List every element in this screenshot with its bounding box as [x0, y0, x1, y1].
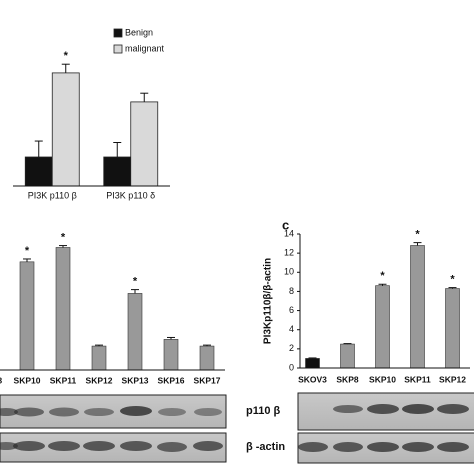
annotation: *	[25, 245, 30, 257]
blot-label: β -actin	[246, 441, 285, 453]
bar	[51, 72, 80, 187]
x-tick-label: SKP10	[14, 375, 41, 385]
y-tick-label: 8	[289, 286, 294, 296]
bar	[340, 343, 355, 369]
bar	[91, 345, 107, 371]
blot-bands	[0, 406, 223, 452]
blot-label: p110 β	[246, 405, 281, 417]
x-tick-label: SKP8	[0, 375, 2, 385]
x-tick-label: SKP12	[86, 375, 113, 385]
y-tick-label: 6	[289, 305, 294, 315]
x-tick-label: SKP11	[404, 374, 431, 384]
x-tick-label: SKP12	[439, 374, 466, 384]
bar	[305, 358, 320, 369]
legend-swatch	[113, 28, 123, 38]
y-tick-label: 0	[289, 362, 294, 372]
right-blots: p110 β β -actin	[246, 392, 474, 464]
x-tick-label: SKOV3	[298, 374, 327, 384]
blot-bands	[298, 404, 469, 452]
x-tick-label: SKP8	[336, 374, 358, 384]
y-tick-label: 2	[289, 343, 294, 353]
y-tick-label: 10	[284, 267, 294, 277]
bar	[103, 156, 132, 187]
annotation: *	[61, 231, 66, 243]
bar	[410, 245, 425, 369]
bar	[24, 156, 53, 187]
y-tick-label: 14	[284, 228, 294, 238]
bar	[163, 339, 179, 371]
bar	[199, 345, 215, 371]
legend-label: malignant	[125, 43, 165, 53]
left-blots	[0, 394, 227, 463]
annotation: *	[64, 50, 69, 62]
bar	[55, 247, 71, 371]
legend-swatch	[113, 44, 123, 54]
x-tick-label: PI3K p110 δ	[106, 190, 155, 200]
x-tick-label: SKP16	[158, 375, 185, 385]
x-tick-label: SKP11	[50, 375, 77, 385]
panel-label: c	[282, 217, 289, 232]
annotation: *	[450, 274, 455, 286]
y-tick-label: 12	[284, 248, 294, 258]
y-axis-title: PI3Kp110β/β-actin	[263, 258, 274, 344]
annotation: *	[415, 229, 420, 241]
legend-label: Benign	[125, 27, 153, 37]
x-tick-label: SKP10	[369, 374, 396, 384]
bar	[19, 261, 35, 371]
x-tick-label: PI3K p110 β	[28, 190, 77, 200]
y-tick-label: 4	[289, 324, 294, 334]
bar	[445, 288, 460, 369]
x-tick-label: SKP13	[122, 375, 149, 385]
bar	[127, 293, 143, 371]
annotation: *	[133, 276, 138, 288]
bar	[130, 101, 159, 187]
annotation: *	[380, 270, 385, 282]
x-tick-label: SKP17	[194, 375, 221, 385]
bar	[375, 285, 390, 369]
